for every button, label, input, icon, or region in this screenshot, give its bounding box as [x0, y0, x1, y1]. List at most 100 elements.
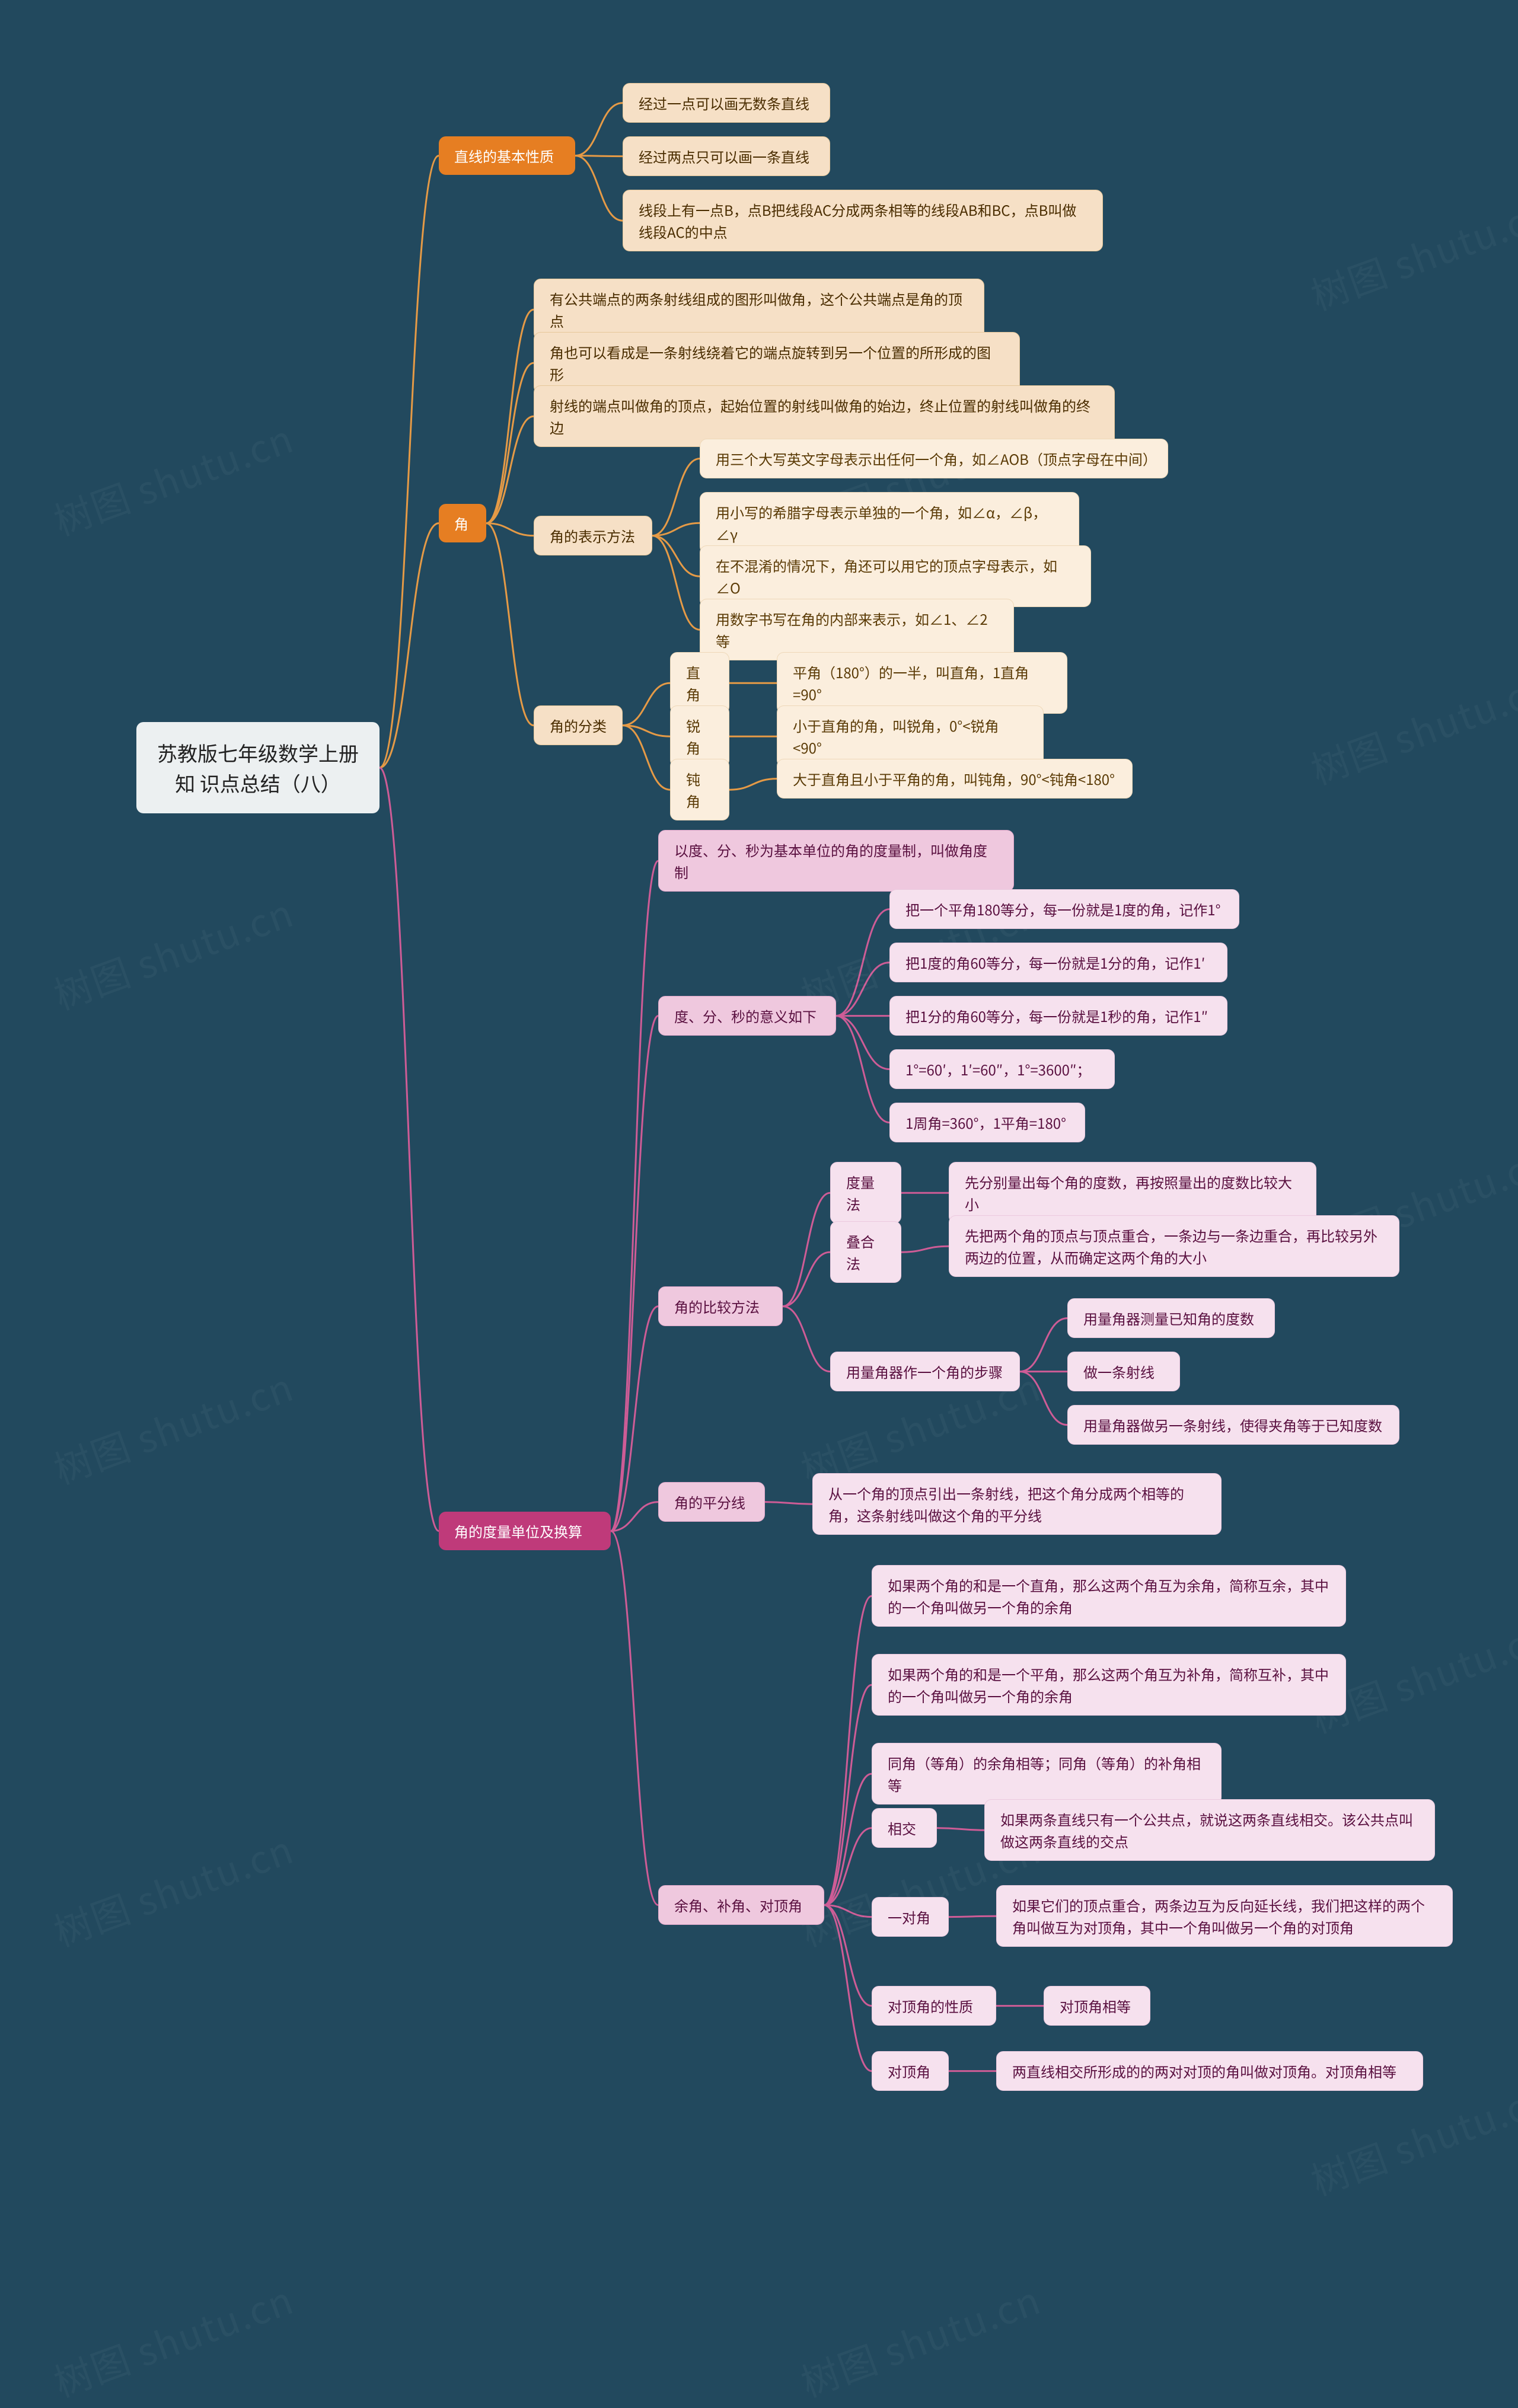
- leaf-node[interactable]: 同角（等角）的余角相等；同角（等角）的补角相等: [872, 1743, 1222, 1805]
- leaf-node[interactable]: 一对角: [872, 1897, 949, 1937]
- connector: [611, 1307, 658, 1531]
- leaf-node[interactable]: 角也可以看成是一条射线绕着它的端点旋转到另一个位置的所形成的图形: [534, 332, 1020, 394]
- leaf-node[interactable]: 有公共端点的两条射线组成的图形叫做角，这个公共端点是角的顶点: [534, 279, 984, 340]
- leaf-node[interactable]: 角的表示方法: [534, 516, 652, 555]
- leaf-node[interactable]: 小于直角的角，叫锐角，0°<锐角<90°: [777, 705, 1044, 767]
- connector: [783, 1193, 830, 1306]
- connector: [611, 1502, 658, 1531]
- leaf-node[interactable]: 把1度的角60等分，每一份就是1分的角，记作1′: [889, 943, 1227, 982]
- leaf-node[interactable]: 先分别量出每个角的度数，再按照量出的度数比较大小: [949, 1162, 1316, 1224]
- connector: [652, 536, 700, 577]
- leaf-node[interactable]: 相交: [872, 1808, 937, 1848]
- leaf-node[interactable]: 用量角器作一个角的步骤: [830, 1352, 1020, 1391]
- watermark: 树图 shutu.cn: [46, 883, 301, 1020]
- connector: [729, 779, 777, 790]
- watermark: 树图 shutu.cn: [46, 2270, 301, 2407]
- connector: [824, 1596, 872, 1905]
- leaf-node[interactable]: 用小写的希腊字母表示单独的一个角，如∠α，∠β，∠γ: [700, 492, 1079, 554]
- leaf-node[interactable]: 经过两点只可以画一条直线: [623, 136, 830, 176]
- watermark: 树图 shutu.cn: [1303, 184, 1518, 321]
- leaf-node[interactable]: 在不混淆的情况下，角还可以用它的顶点字母表示，如∠O: [700, 545, 1091, 607]
- leaf-node[interactable]: 1°=60′，1′=60″，1°=3600″；: [889, 1049, 1115, 1089]
- connector: [824, 1774, 872, 1905]
- leaf-node[interactable]: 把一个平角180等分，每一份就是1度的角，记作1°: [889, 889, 1239, 929]
- connector: [575, 156, 623, 221]
- connector: [901, 1246, 949, 1252]
- watermark: 树图 shutu.cn: [46, 1358, 301, 1494]
- leaf-node[interactable]: 1周角=360°，1平角=180°: [889, 1103, 1085, 1142]
- leaf-node[interactable]: 直角: [670, 652, 729, 714]
- branch-node[interactable]: 直线的基本性质: [439, 136, 575, 175]
- branch-node[interactable]: 角的度量单位及换算: [439, 1512, 611, 1550]
- mindmap-canvas: 树图 shutu.cn 树图 shutu.cn 树图 shutu.cn 树图 shut…: [0, 0, 1518, 2388]
- connector: [486, 523, 534, 726]
- connector: [1020, 1318, 1067, 1372]
- leaf-node[interactable]: 用量角器测量已知角的度数: [1067, 1298, 1275, 1338]
- leaf-node[interactable]: 做一条射线: [1067, 1352, 1180, 1391]
- connector: [1020, 1372, 1067, 1425]
- connector: [486, 309, 534, 523]
- leaf-node[interactable]: 从一个角的顶点引出一条射线，把这个角分成两个相等的角，这条射线叫做这个角的平分线: [812, 1473, 1222, 1535]
- leaf-node[interactable]: 角的比较方法: [658, 1286, 783, 1326]
- connector: [486, 363, 534, 523]
- leaf-node[interactable]: 对顶角的性质: [872, 1986, 996, 2026]
- leaf-node[interactable]: 大于直角且小于平角的角，叫钝角，90°<钝角<180°: [777, 759, 1133, 799]
- connector: [765, 1502, 812, 1505]
- connector: [623, 726, 670, 790]
- leaf-node[interactable]: 用量角器做另一条射线，使得夹角等于已知度数: [1067, 1405, 1399, 1445]
- leaf-node[interactable]: 以度、分、秒为基本单位的角的度量制，叫做角度制: [658, 830, 1014, 892]
- leaf-node[interactable]: 角的平分线: [658, 1482, 765, 1522]
- root-node[interactable]: 苏教版七年级数学上册知 识点总结（八）: [136, 722, 380, 813]
- leaf-node[interactable]: 如果两个角的和是一个直角，那么这两个角互为余角，简称互余，其中的一个角叫做另一个…: [872, 1565, 1346, 1627]
- connector: [652, 536, 700, 630]
- connector: [486, 416, 534, 523]
- leaf-node[interactable]: 两直线相交所形成的的两对对顶的角叫做对顶角。对顶角相等: [996, 2051, 1423, 2091]
- leaf-node[interactable]: 对顶角: [872, 2051, 949, 2091]
- connector: [486, 523, 534, 536]
- connector: [611, 1531, 658, 1905]
- leaf-node[interactable]: 钝角: [670, 759, 729, 820]
- leaf-node[interactable]: 先把两个角的顶点与顶点重合，一条边与一条边重合，再比较另外两边的位置，从而确定这…: [949, 1215, 1399, 1277]
- connector: [836, 963, 889, 1016]
- leaf-node[interactable]: 角的分类: [534, 705, 623, 745]
- leaf-node[interactable]: 锐角: [670, 705, 729, 767]
- leaf-node[interactable]: 经过一点可以画无数条直线: [623, 83, 830, 123]
- leaf-node[interactable]: 把1分的角60等分，每一份就是1秒的角，记作1″: [889, 996, 1227, 1036]
- leaf-node[interactable]: 用三个大写英文字母表示出任何一个角，如∠AOB（顶点字母在中间）: [700, 439, 1168, 478]
- connector: [824, 1828, 872, 1905]
- connector: [380, 523, 439, 768]
- leaf-node[interactable]: 对顶角相等: [1044, 1986, 1150, 2026]
- leaf-node[interactable]: 度、分、秒的意义如下: [658, 996, 836, 1036]
- connector: [937, 1828, 984, 1831]
- connector: [611, 1016, 658, 1531]
- connector: [824, 1905, 872, 2071]
- leaf-node[interactable]: 线段上有一点B，点B把线段AC分成两条相等的线段AB和BC，点B叫做线段AC的中…: [623, 190, 1103, 251]
- branch-node[interactable]: 角: [439, 504, 486, 542]
- leaf-node[interactable]: 如果它们的顶点重合，两条边互为反向延长线，我们把这样的两个角叫做互为对顶角，其中…: [996, 1885, 1453, 1947]
- connector: [836, 1016, 889, 1123]
- connector: [836, 1016, 889, 1069]
- leaf-node[interactable]: 度量法: [830, 1162, 901, 1224]
- watermark: 树图 shutu.cn: [46, 1820, 301, 1957]
- connector: [611, 861, 658, 1531]
- connector: [652, 523, 700, 535]
- connector: [824, 1685, 872, 1905]
- connector: [783, 1307, 830, 1372]
- leaf-node[interactable]: 用数字书写在角的内部来表示，如∠1、∠2等: [700, 599, 1014, 660]
- connector: [380, 768, 439, 1531]
- connector: [380, 156, 439, 768]
- connector: [575, 156, 623, 157]
- leaf-node[interactable]: 叠合法: [830, 1221, 901, 1283]
- leaf-node[interactable]: 如果两条直线只有一个公共点，就说这两条直线相交。该公共点叫做这两条直线的交点: [984, 1799, 1435, 1861]
- leaf-node[interactable]: 余角、补角、对顶角: [658, 1885, 824, 1925]
- connector: [836, 909, 889, 1016]
- watermark: 树图 shutu.cn: [46, 409, 301, 546]
- connector: [824, 1905, 872, 2006]
- watermark: 树图 shutu.cn: [793, 2270, 1048, 2407]
- leaf-node[interactable]: 射线的端点叫做角的顶点，起始位置的射线叫做角的始边，终止位置的射线叫做角的终边: [534, 385, 1115, 447]
- connector: [652, 459, 700, 536]
- connector: [783, 1252, 830, 1306]
- leaf-node[interactable]: 平角（180°）的一半，叫直角，1直角=90°: [777, 652, 1067, 714]
- leaf-node[interactable]: 如果两个角的和是一个平角，那么这两个角互为补角，简称互补，其中的一个角叫做另一个…: [872, 1654, 1346, 1716]
- connector: [824, 1905, 872, 1917]
